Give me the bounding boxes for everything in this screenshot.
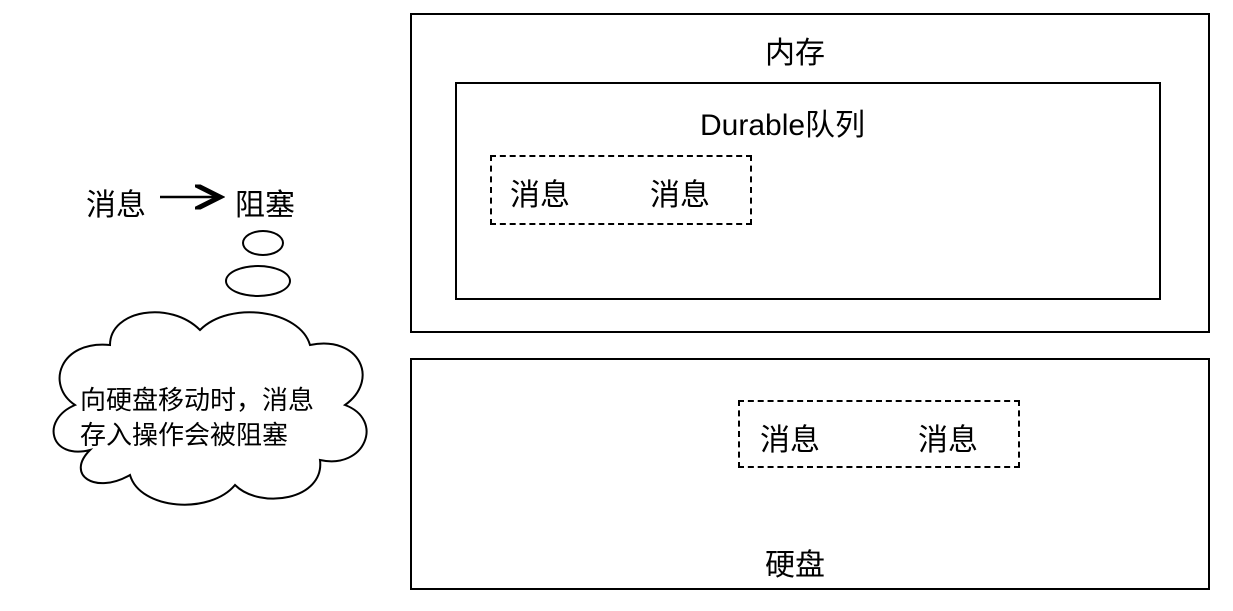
- thought-text-line1: 向硬盘移动时，消息: [80, 380, 314, 417]
- thought-bubble-medium: [225, 265, 291, 297]
- thought-text-line2: 存入操作会被阻塞: [80, 415, 288, 452]
- thought-bubble-small: [242, 230, 284, 256]
- arrow-svg: [0, 0, 1233, 611]
